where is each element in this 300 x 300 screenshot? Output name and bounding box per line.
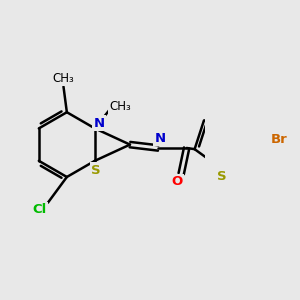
Text: N: N [93, 116, 104, 130]
Text: CH₃: CH₃ [110, 100, 131, 113]
Text: Br: Br [271, 133, 287, 146]
Text: S: S [92, 164, 101, 177]
Text: CH₃: CH₃ [52, 72, 74, 85]
Text: Cl: Cl [33, 203, 47, 216]
Text: N: N [155, 132, 166, 145]
Text: S: S [217, 170, 226, 183]
Text: O: O [172, 175, 183, 188]
